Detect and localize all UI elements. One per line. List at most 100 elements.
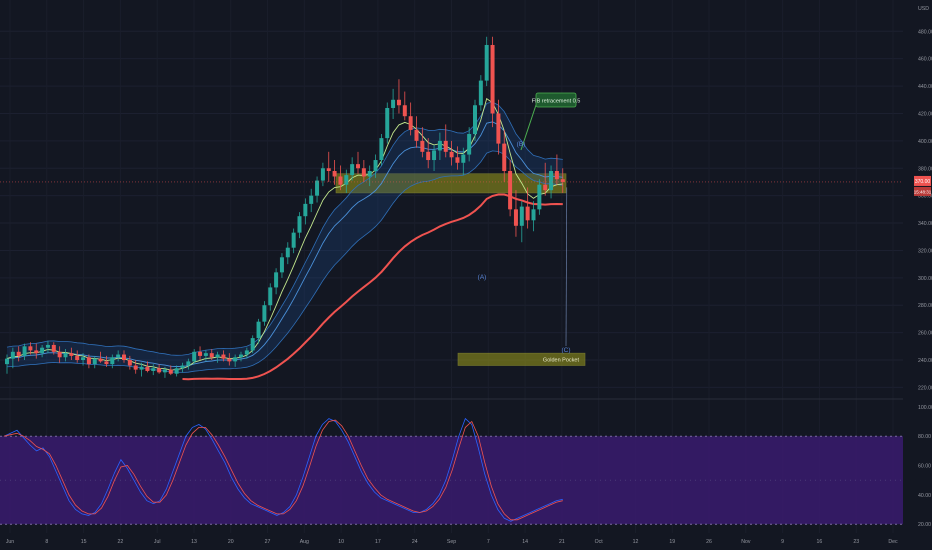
candle	[543, 162, 548, 196]
axes-layer: USD 220.00 240.00 260.00 280.00 300.00 320.00 3…	[6, 6, 932, 545]
candle	[174, 365, 179, 377]
price-tick-label: 420.00	[918, 111, 932, 117]
time-axis-label: 22	[117, 539, 123, 545]
candle	[379, 134, 384, 166]
candle	[402, 91, 407, 121]
candle	[432, 144, 437, 171]
candle	[496, 99, 501, 155]
candle	[385, 102, 390, 144]
candle	[367, 165, 372, 187]
candle-body	[174, 368, 179, 374]
candle	[203, 350, 208, 362]
oscillator-tick-label: 20.00	[918, 522, 931, 528]
candle	[478, 75, 483, 111]
candle	[45, 340, 50, 354]
ma-envelope	[7, 102, 563, 373]
time-axis-label: Nov	[741, 539, 751, 545]
time-axis-label: 26	[706, 539, 712, 545]
candle-body	[402, 105, 407, 117]
candle	[122, 350, 126, 363]
candle-body	[274, 272, 279, 288]
candle-body	[332, 170, 337, 177]
candle-body	[420, 140, 425, 152]
candle	[69, 347, 74, 361]
candle-body	[315, 180, 320, 196]
price-tick-label: 400.00	[918, 139, 932, 145]
candle-body	[98, 358, 103, 362]
candle-body	[414, 129, 419, 141]
candle-body	[350, 164, 355, 176]
wave-label-c: (C)	[561, 347, 570, 354]
time-axis-label: 8	[45, 539, 48, 545]
candle	[168, 365, 173, 376]
candle-body	[157, 368, 162, 373]
candle-body	[531, 209, 536, 221]
candle-body	[338, 176, 343, 185]
time-axis-label: 21	[559, 539, 565, 545]
time-axis-label: 27	[265, 539, 271, 545]
countdown-label: 15:48:31	[914, 189, 932, 194]
candle	[279, 253, 284, 278]
candle-body	[192, 351, 197, 362]
time-axis-label: Sep	[447, 539, 456, 545]
candle-body	[537, 184, 542, 210]
candle-body	[490, 44, 495, 114]
ma-lower-band	[6, 150, 563, 373]
candle-body	[426, 151, 431, 161]
candle-body	[122, 354, 126, 361]
candle	[40, 344, 45, 358]
candle	[490, 36, 495, 128]
candle	[443, 124, 448, 158]
candle	[192, 349, 197, 365]
candle	[51, 342, 56, 355]
candle-body	[104, 361, 109, 365]
candle	[186, 358, 191, 370]
candle	[262, 301, 267, 326]
price-tick-label: 440.00	[918, 84, 932, 90]
candle-body	[502, 143, 507, 171]
candle-body	[250, 338, 255, 351]
candle	[285, 242, 290, 265]
ma-long-line	[182, 193, 563, 381]
time-axis-label: 12	[633, 539, 639, 545]
candle-body	[45, 344, 50, 348]
price-tick-label: 340.00	[918, 221, 932, 227]
candle	[57, 346, 62, 363]
candle-body	[81, 357, 86, 361]
time-axis-label: 20	[228, 539, 234, 545]
candle	[420, 127, 425, 158]
candle-body	[285, 247, 290, 258]
candle-body	[262, 305, 267, 322]
candle-body	[367, 170, 372, 177]
oscillator-k-line	[3, 417, 563, 522]
candle	[110, 354, 115, 369]
candle	[344, 169, 349, 193]
candle-body	[496, 113, 501, 144]
candle	[315, 176, 320, 203]
candle	[297, 212, 302, 239]
golden-pocket-label: Golden Pocket	[543, 357, 580, 363]
candles-layer[interactable]	[5, 36, 565, 378]
candle	[502, 129, 507, 182]
price-tick-label: 480.00	[918, 29, 932, 35]
candle	[151, 364, 156, 376]
candle-body	[198, 351, 203, 356]
time-axis-label: Oct	[595, 539, 604, 545]
candle-body	[63, 353, 68, 358]
candle	[250, 335, 255, 354]
candle-body	[209, 353, 214, 358]
callout-pointer	[520, 104, 537, 151]
candle	[34, 343, 39, 359]
candle	[86, 354, 91, 369]
candle	[291, 228, 296, 254]
candle-body	[168, 369, 173, 374]
candle	[104, 355, 109, 367]
annotations-layer: FIB retracement 0.5 (A) (B) (C)	[0, 92, 903, 354]
candle-body	[432, 150, 437, 161]
candle	[28, 342, 33, 355]
candle-body	[127, 360, 132, 366]
fib-callout-box	[535, 92, 577, 108]
candle-body	[40, 347, 45, 354]
candle-body	[162, 369, 167, 373]
